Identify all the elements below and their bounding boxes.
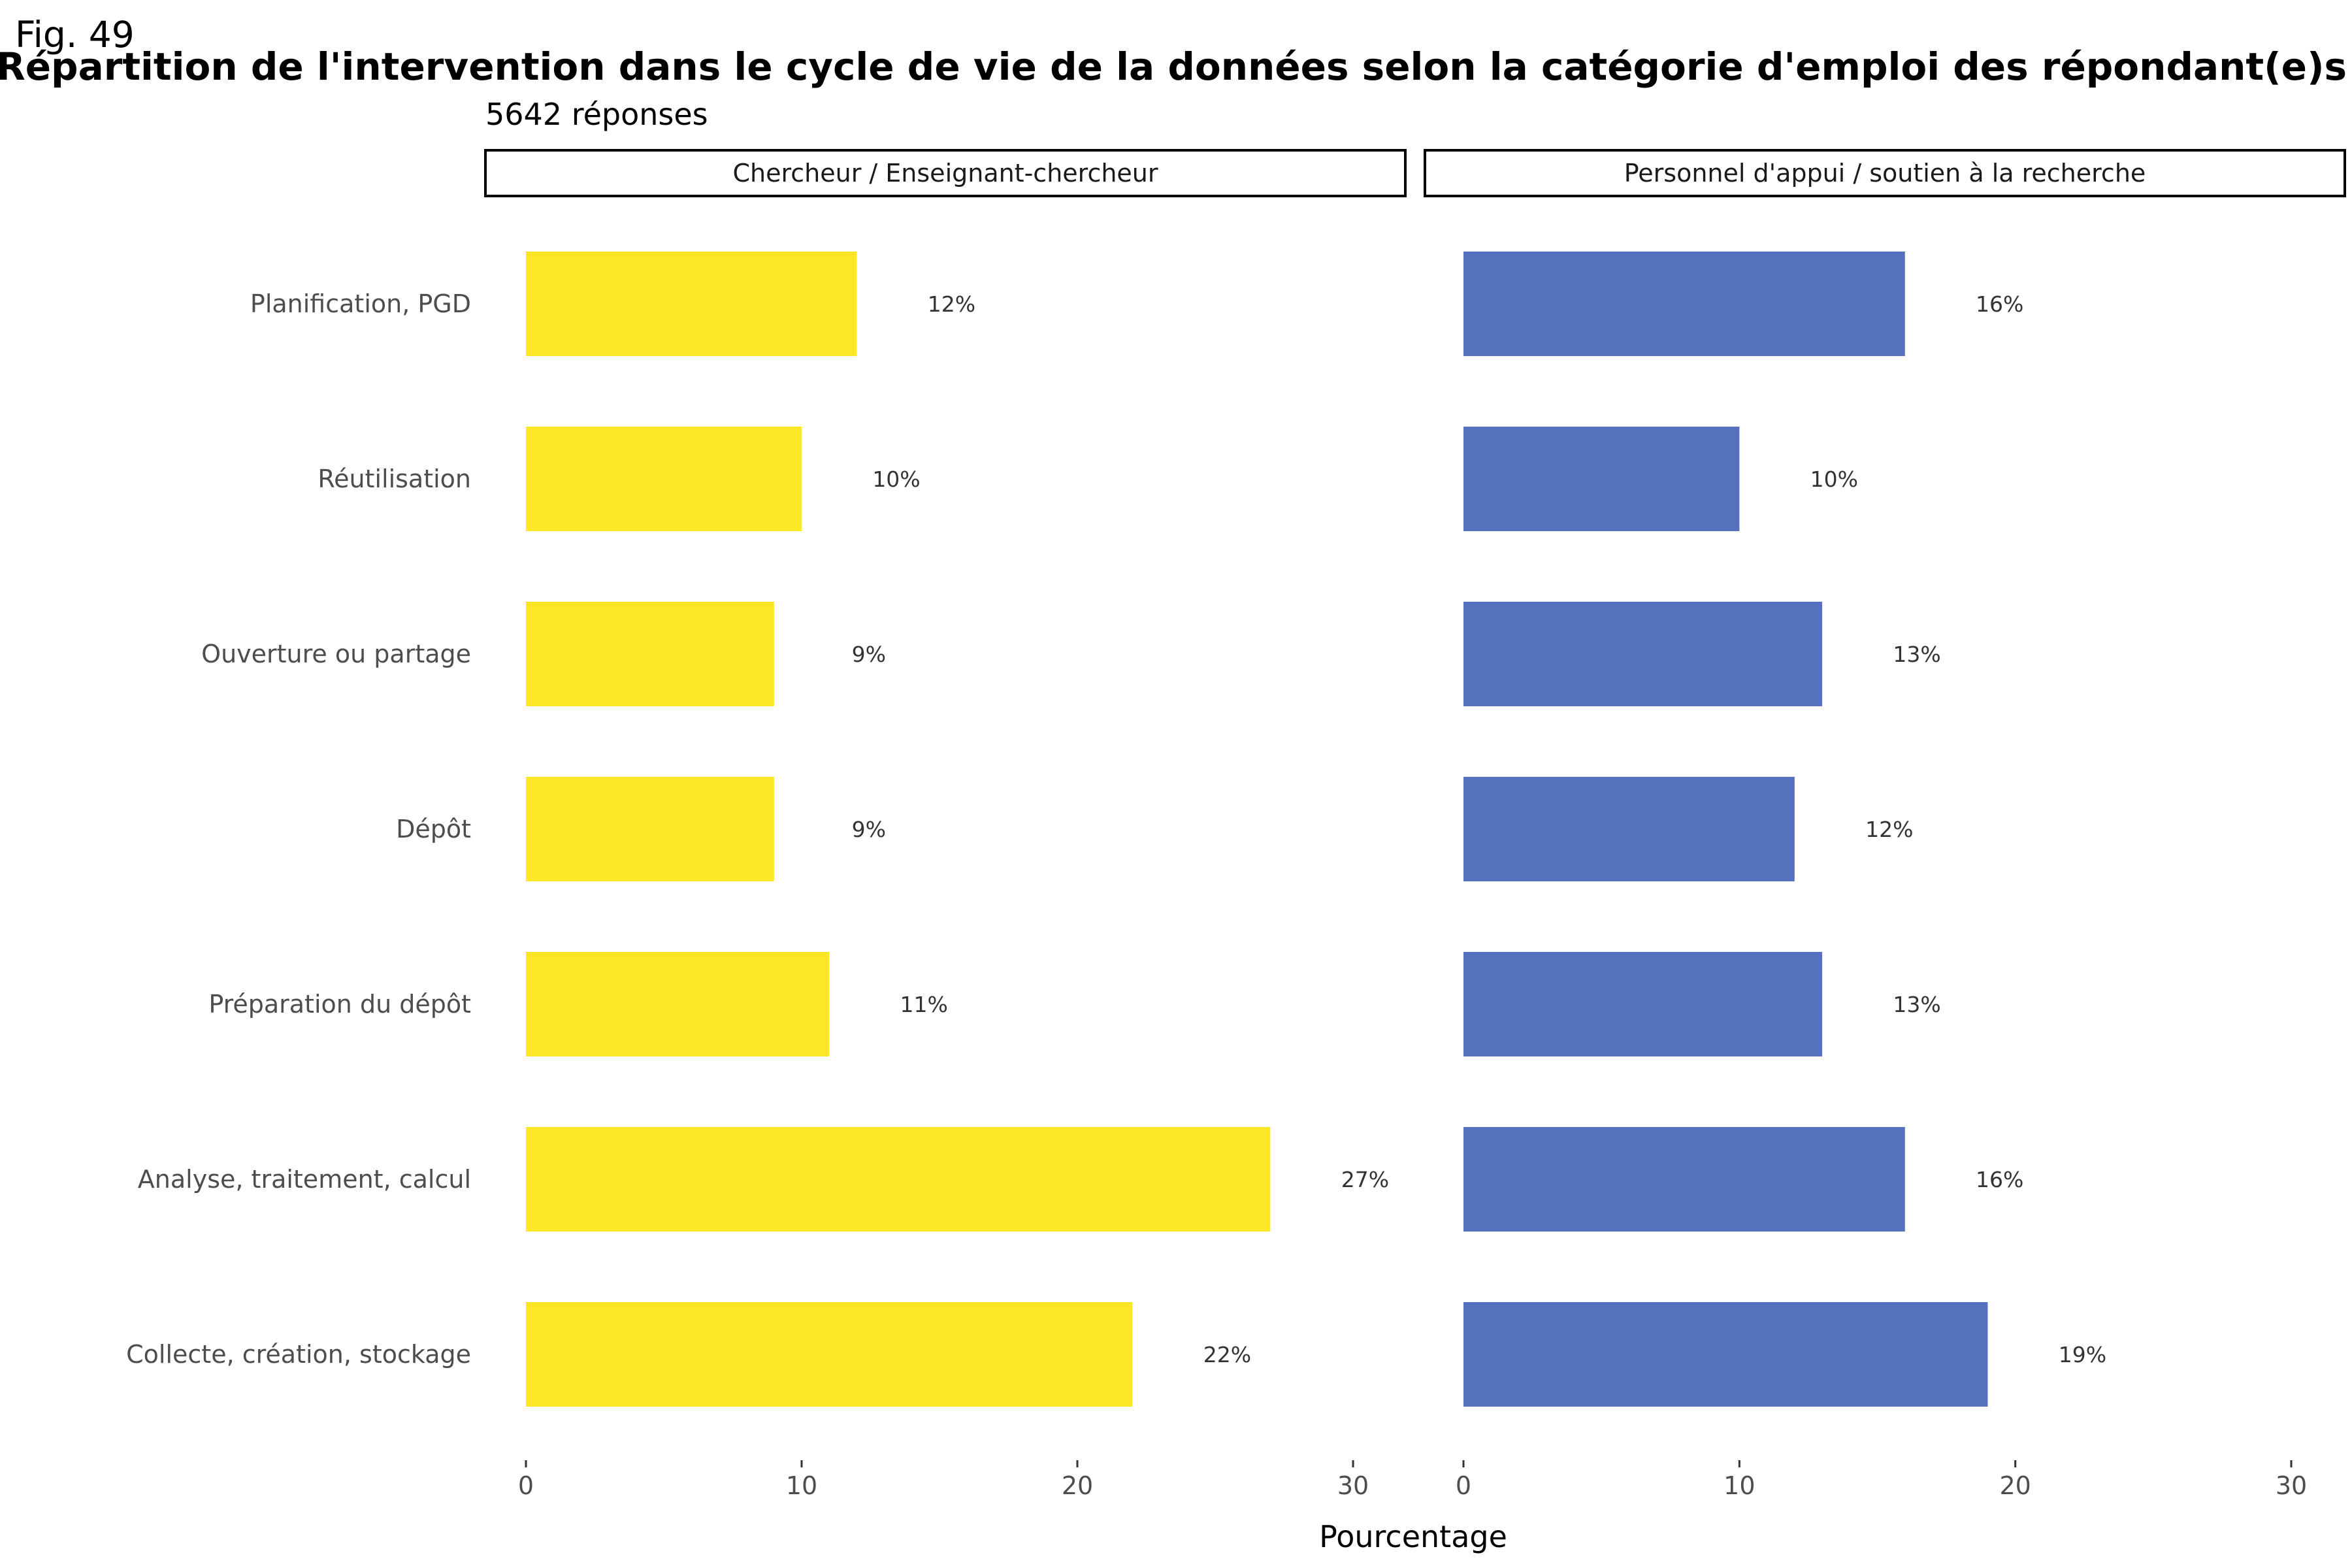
x-tick-label: 20 [1062,1471,1093,1500]
bar [526,427,802,531]
x-tick-label: 10 [1723,1471,1755,1500]
bar-value-label: 9% [852,642,886,667]
bar [526,1127,1271,1232]
bar-value-label: 22% [1203,1342,1251,1367]
bar-value-label: 16% [1976,1167,2023,1192]
bar [526,1302,1133,1407]
category-label: Planification, PGD [250,289,471,318]
bar-value-label: 12% [1865,817,1913,842]
bar [526,602,774,706]
bar [1463,952,1823,1056]
x-tick-label: 0 [1456,1471,1471,1500]
x-tick-label: 30 [1337,1471,1369,1500]
bar-value-label: 9% [852,817,886,842]
category-label: Collecte, création, stockage [126,1340,471,1369]
chart-subtitle: 5642 réponses [485,97,708,132]
bar-value-label: 13% [1893,642,1940,667]
bar-value-label: 16% [1976,291,2023,317]
bar [526,777,774,881]
bar [1463,1302,1988,1407]
facet-panel: Chercheur / Enseignant-chercheur 12% 10% 9%… [484,149,1407,1500]
facet-strip [484,149,1407,197]
x-tick-label: 0 [518,1471,534,1500]
category-label: Ouverture ou partage [201,640,471,668]
bar [1463,602,1823,706]
chart-title: Répartition de l'intervention dans le cy… [0,44,2347,89]
bar [1463,1127,1905,1232]
bar [526,252,857,356]
facet-panel: Personnel d'appui / soutien à la recherc… [1424,149,2346,1500]
bar-value-label: 12% [928,291,975,317]
x-tick-label: 30 [2276,1471,2307,1500]
bar [1463,777,1795,881]
bar [526,952,830,1056]
panels: Planification, PGD Réutilisation Ouverture… [126,149,2346,1500]
bar-value-label: 27% [1341,1167,1389,1192]
facet-strip-label: Chercheur / Enseignant-chercheur [732,159,1158,188]
category-label: Préparation du dépôt [208,990,471,1019]
bar [1463,427,1740,531]
x-axis-title: Pourcentage [1319,1519,1507,1554]
bar-value-label: 19% [2059,1342,2106,1367]
bar-value-label: 11% [900,992,948,1017]
category-label: Dépôt [396,815,471,843]
bar-value-label: 10% [872,466,920,492]
bar [1463,252,1905,356]
x-tick-label: 20 [1999,1471,2031,1500]
facet-strip-label: Personnel d'appui / soutien à la recherc… [1624,159,2146,188]
figure-label: Fig. 49 [15,14,135,56]
facet-strip [1424,149,2346,197]
bar-value-label: 13% [1893,992,1940,1017]
category-label: Réutilisation [318,465,471,493]
bar-value-label: 10% [1810,466,1858,492]
category-label: Analyse, traitement, calcul [138,1165,471,1194]
x-tick-label: 10 [786,1471,817,1500]
